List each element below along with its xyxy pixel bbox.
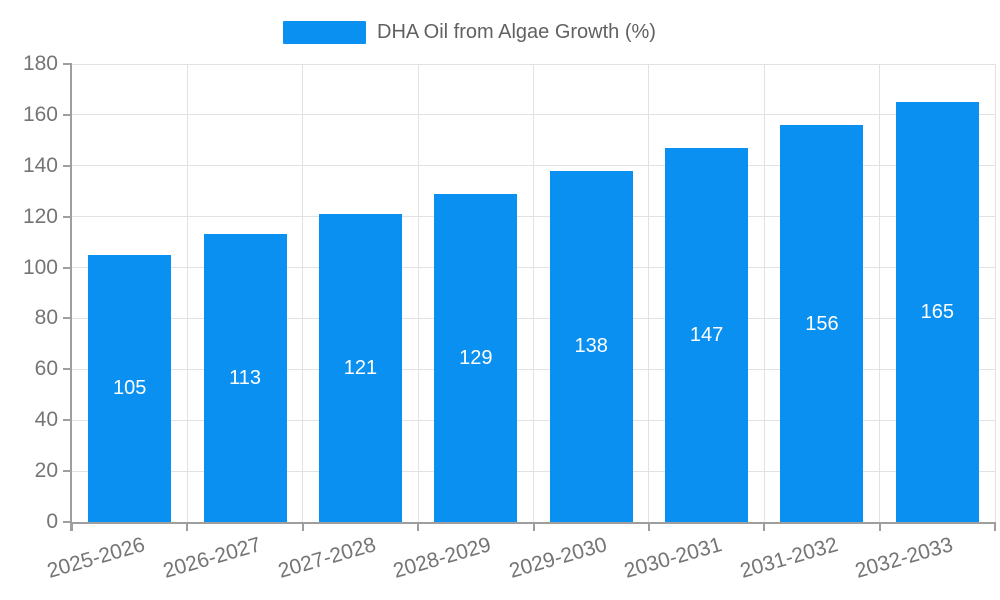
bar-2029-2030 (549, 170, 633, 522)
bar-value-label: 113 (229, 367, 261, 390)
y-axis-tick (63, 470, 72, 473)
x-axis-tick-label: 2030-2031 (621, 533, 725, 583)
bar-value-label: 129 (459, 346, 493, 369)
bar-2025-2026 (88, 254, 172, 522)
x-axis-tick-label: 2029-2030 (506, 533, 610, 583)
x-axis-tick (71, 522, 73, 531)
x-axis-tick (186, 522, 189, 531)
v-gridline (417, 64, 419, 522)
bar-2028-2029 (434, 193, 518, 522)
x-axis-tick (994, 522, 996, 531)
y-axis-tick-label: 100 (22, 255, 58, 279)
x-axis-tick (417, 522, 420, 531)
y-axis-tick-label: 20 (34, 459, 58, 483)
bar-2031-2032 (780, 125, 864, 522)
y-axis-tick-label: 80 (34, 306, 58, 330)
x-axis-tick (763, 522, 766, 531)
y-axis-tick (63, 113, 72, 116)
y-axis-tick-label: 60 (34, 357, 58, 381)
bar-2026-2027 (203, 234, 287, 522)
v-gridline (994, 64, 996, 522)
x-axis-tick (878, 522, 881, 531)
bar-value-label: 147 (689, 323, 724, 346)
y-axis-tick (63, 419, 72, 422)
y-axis-tick (63, 521, 72, 523)
x-axis-tick-label: 2032-2033 (852, 533, 956, 583)
bar-2030-2031 (665, 147, 749, 522)
v-gridline (648, 64, 650, 522)
x-axis-line (72, 522, 995, 524)
v-gridline (533, 64, 534, 522)
y-axis-tick (63, 164, 72, 167)
x-axis-tick-label: 2028-2029 (390, 533, 494, 583)
v-gridline (302, 64, 304, 522)
legend-swatch-icon (283, 21, 366, 44)
bar-value-label: 105 (113, 377, 147, 400)
y-axis-tick-label: 180 (22, 52, 58, 75)
y-axis-line (70, 64, 72, 531)
x-axis-tick-label: 2025-2026 (44, 533, 148, 583)
y-axis-tick-label: 140 (22, 153, 58, 177)
bar-value-label: 138 (574, 335, 608, 358)
x-axis-tick (532, 522, 535, 531)
y-axis-tick (63, 317, 72, 320)
bar-value-label: 165 (920, 301, 954, 324)
y-axis-tick-label: 0 (46, 510, 58, 533)
y-axis-tick (63, 266, 72, 269)
x-axis-tick-label: 2027-2028 (275, 533, 379, 583)
y-axis-tick (63, 63, 72, 65)
bar-value-label: 156 (805, 312, 839, 335)
x-axis-tick-label: 2031-2032 (737, 533, 841, 583)
x-axis-tick-label: 2026-2027 (160, 533, 264, 583)
x-axis-tick (647, 522, 650, 531)
y-axis-tick (63, 215, 72, 218)
v-gridline (763, 64, 765, 522)
chart-legend[interactable]: DHA Oil from Algae Growth (%) (283, 21, 656, 44)
y-axis-tick-label: 40 (34, 408, 58, 432)
v-gridline (879, 64, 881, 522)
legend-series-label: DHA Oil from Algae Growth (%) (377, 21, 656, 43)
v-gridline (186, 64, 188, 522)
y-axis-tick-label: 120 (22, 204, 58, 228)
y-axis-tick (63, 368, 72, 371)
y-axis-tick-label: 160 (22, 102, 58, 126)
bar-2032-2033 (895, 102, 979, 522)
bar-value-label: 121 (343, 357, 378, 380)
x-axis-tick (301, 522, 304, 531)
bar-2027-2028 (318, 214, 402, 522)
